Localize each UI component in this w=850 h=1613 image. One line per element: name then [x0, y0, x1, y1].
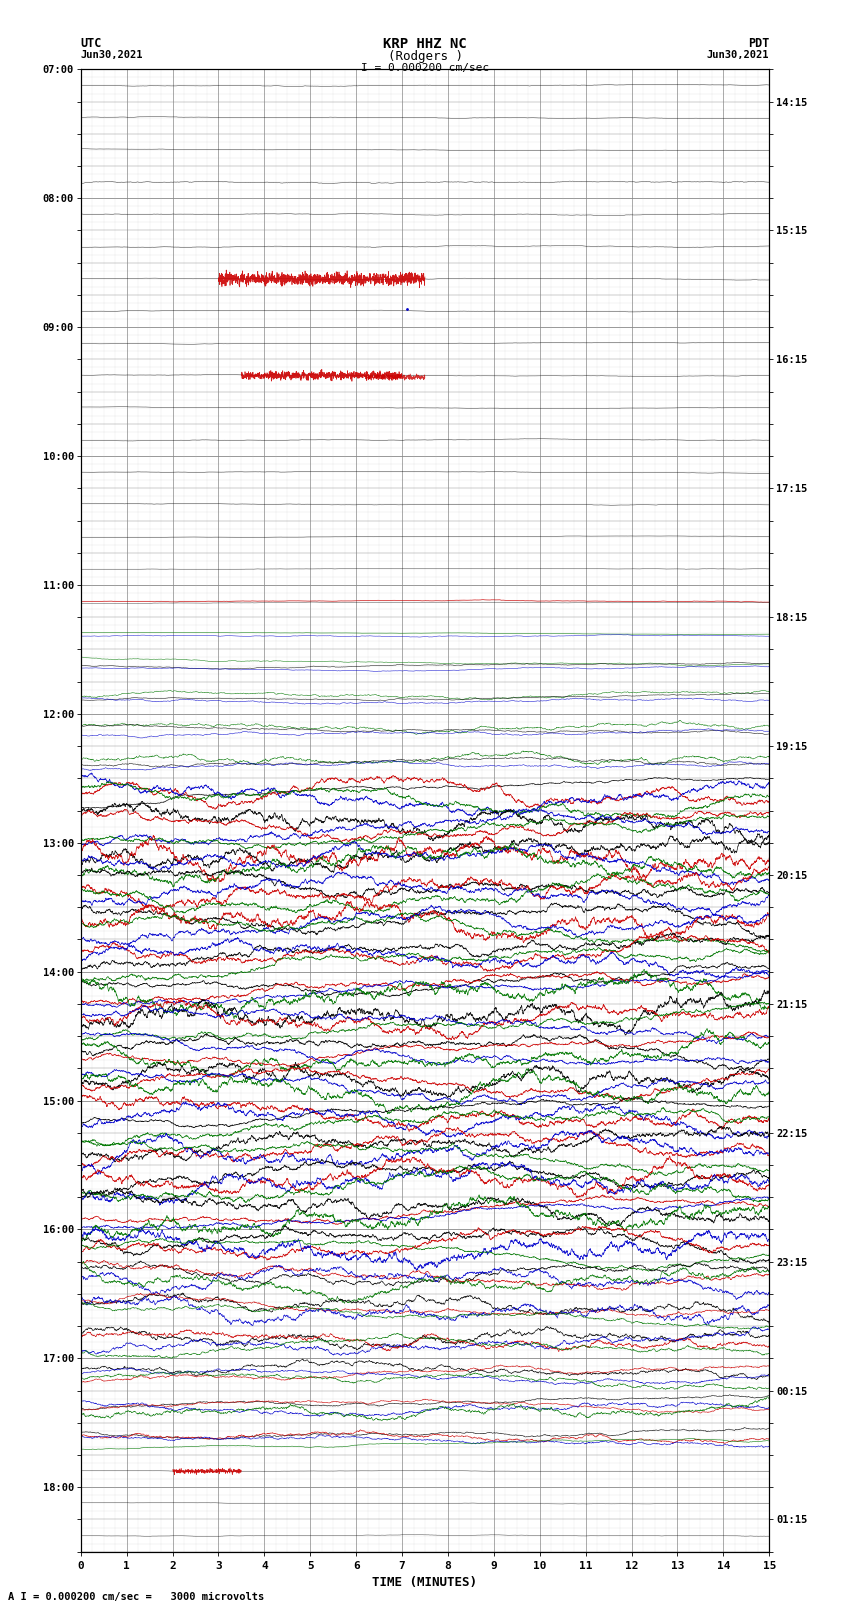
X-axis label: TIME (MINUTES): TIME (MINUTES) [372, 1576, 478, 1589]
Text: KRP HHZ NC: KRP HHZ NC [383, 37, 467, 52]
Text: UTC: UTC [81, 37, 102, 50]
Text: Jun30,2021: Jun30,2021 [706, 50, 769, 60]
Text: PDT: PDT [748, 37, 769, 50]
Text: (Rodgers ): (Rodgers ) [388, 50, 462, 63]
Text: A I = 0.000200 cm/sec =   3000 microvolts: A I = 0.000200 cm/sec = 3000 microvolts [8, 1592, 264, 1602]
Text: I = 0.000200 cm/sec: I = 0.000200 cm/sec [361, 63, 489, 73]
Text: Jun30,2021: Jun30,2021 [81, 50, 144, 60]
